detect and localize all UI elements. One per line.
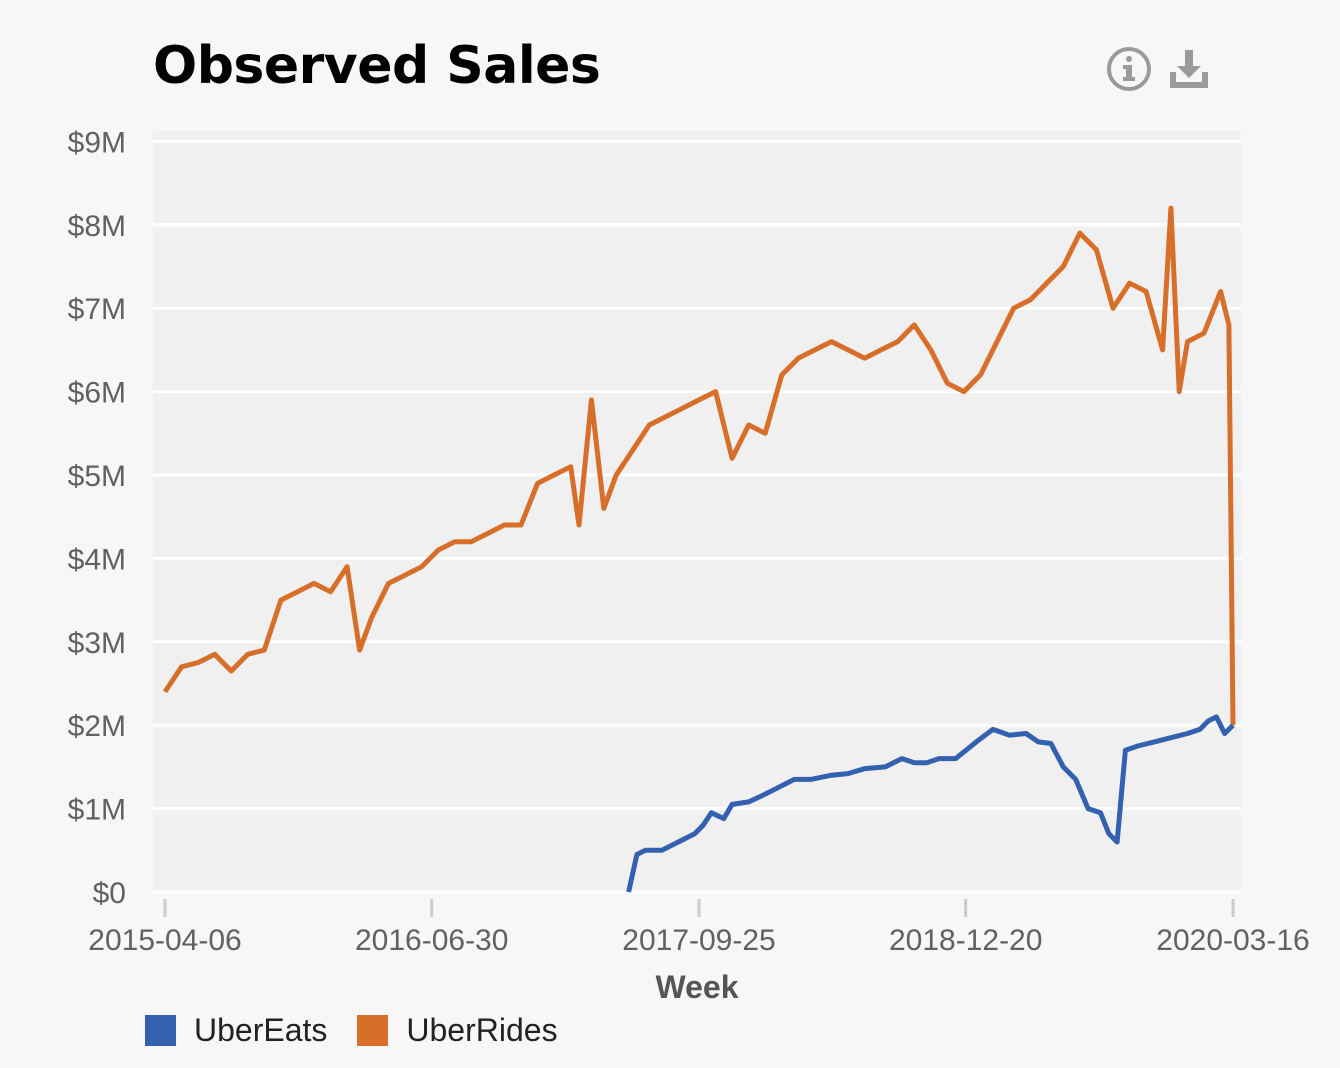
legend-item-uberrides[interactable]: UberRides bbox=[357, 1012, 558, 1049]
series-line-ubereats bbox=[626, 714, 1235, 893]
legend: UberEats UberRides bbox=[145, 1012, 588, 1049]
legend-swatch-ubereats bbox=[145, 1015, 176, 1046]
y-tick-label: $2M bbox=[68, 710, 126, 743]
series-lines bbox=[162, 205, 1236, 893]
y-tick-label: $8M bbox=[68, 210, 126, 243]
plot-area bbox=[153, 131, 1241, 893]
x-tick-label: 2016-06-30 bbox=[355, 924, 508, 957]
x-tick-label: 2015-04-06 bbox=[88, 924, 241, 957]
y-tick-label: $5M bbox=[68, 460, 126, 493]
legend-label-uberrides: UberRides bbox=[406, 1012, 558, 1048]
y-tick-label: $6M bbox=[68, 377, 126, 410]
series-line-uberrides bbox=[162, 205, 1236, 726]
y-tick-label: $9M bbox=[68, 126, 126, 159]
gridlines bbox=[153, 139, 1241, 894]
x-axis-title: Week bbox=[655, 969, 738, 1005]
legend-label-ubereats: UberEats bbox=[194, 1012, 328, 1048]
y-tick-label: $3M bbox=[68, 627, 126, 660]
download-icon[interactable] bbox=[1166, 46, 1212, 92]
legend-item-ubereats[interactable]: UberEats bbox=[145, 1012, 327, 1049]
y-tick-label: $7M bbox=[68, 293, 126, 326]
x-tick-label: 2017-09-25 bbox=[622, 924, 775, 957]
plot-background bbox=[153, 131, 1241, 893]
x-axis-ticks: 2015-04-06 2016-06-30 2017-09-25 2018-12-20… bbox=[88, 899, 1310, 957]
x-tick-label: 2020-03-16 bbox=[1156, 924, 1309, 957]
y-tick-label: $0 bbox=[93, 877, 126, 910]
y-tick-label: $1M bbox=[68, 794, 126, 827]
x-tick-label: 2018-12-20 bbox=[889, 924, 1042, 957]
y-axis-ticks: $0 $1M $2M $3M $4M $5M $6M $7M $8M $9M bbox=[68, 126, 126, 910]
legend-swatch-uberrides bbox=[357, 1015, 389, 1046]
line-chart: $0 $1M $2M $3M $4M $5M $6M $7M $8M $9M 2015-04-06… bbox=[68, 126, 1310, 1005]
y-tick-label: $4M bbox=[68, 543, 126, 576]
chart-title: Observed Sales bbox=[153, 36, 601, 96]
info-circle-icon[interactable] bbox=[1106, 46, 1152, 92]
